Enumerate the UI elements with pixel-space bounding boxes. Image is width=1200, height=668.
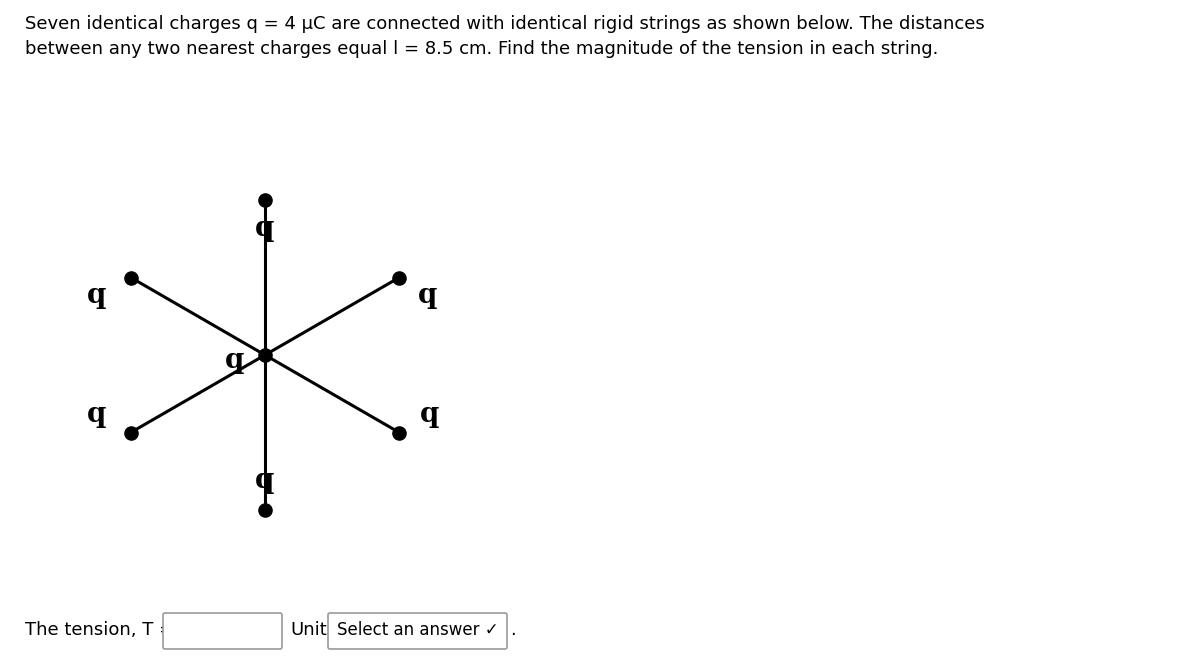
- FancyBboxPatch shape: [163, 613, 282, 649]
- Text: Units: Units: [290, 621, 336, 639]
- Point: [121, 272, 140, 283]
- Point: [121, 427, 140, 438]
- Text: q: q: [418, 282, 437, 309]
- Text: The tension, T =: The tension, T =: [25, 621, 174, 639]
- Point: [256, 504, 275, 515]
- Text: q: q: [420, 401, 439, 428]
- FancyBboxPatch shape: [328, 613, 508, 649]
- Point: [390, 272, 409, 283]
- Point: [256, 194, 275, 205]
- Text: q: q: [256, 466, 275, 494]
- Point: [390, 427, 409, 438]
- Text: Select an answer ✓: Select an answer ✓: [337, 621, 498, 639]
- Text: Seven identical charges q = 4 μC are connected with identical rigid strings as s: Seven identical charges q = 4 μC are con…: [25, 15, 985, 58]
- Text: q: q: [256, 214, 275, 242]
- Point: [256, 349, 275, 360]
- Text: q: q: [88, 401, 107, 428]
- Text: .: .: [510, 621, 516, 639]
- Text: q: q: [88, 282, 107, 309]
- Text: q: q: [226, 347, 245, 373]
